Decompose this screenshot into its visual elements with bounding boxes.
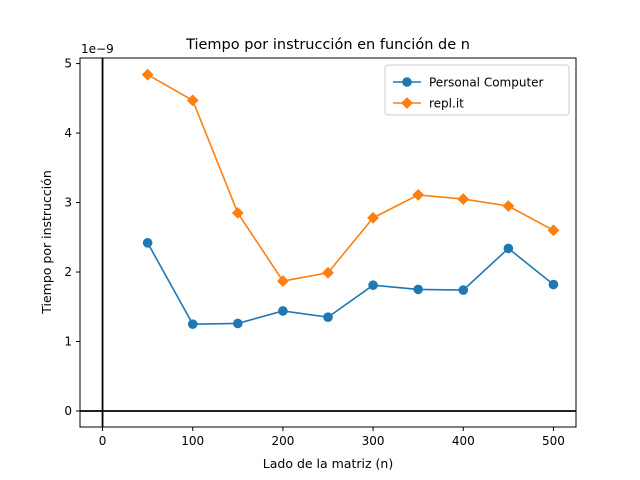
x-tick-label: 100 (181, 434, 204, 448)
data-point (547, 224, 560, 237)
legend-marker (401, 97, 413, 109)
y-tick-label: 0 (64, 404, 72, 418)
y-tick-label: 3 (64, 196, 72, 210)
y-axis-offset-label: 1e−9 (81, 42, 114, 56)
reference-lines (80, 58, 576, 427)
data-point (322, 266, 334, 279)
data-point (368, 280, 378, 291)
x-axis-ticks: 0 100 200 300 400 500 (99, 427, 565, 448)
data-point (503, 243, 514, 254)
data-point (233, 318, 243, 329)
series-1 (142, 238, 559, 329)
x-axis-label: Lado de la matriz (n) (263, 456, 393, 471)
y-axis-label: Tiempo por instrucción (39, 170, 54, 315)
series-line (147, 73, 554, 282)
data-point (412, 188, 425, 201)
data-point (187, 319, 198, 329)
data-point (231, 207, 244, 219)
x-tick-label: 0 (99, 434, 107, 448)
legend-label: repl.it (429, 97, 464, 111)
x-tick-label: 300 (362, 434, 385, 448)
legend-entry: repl.it (393, 97, 464, 111)
y-tick-label: 4 (64, 126, 72, 140)
legend-entry: Personal Computer (393, 76, 544, 90)
data-point (277, 275, 289, 287)
data-point (186, 94, 199, 107)
series-line (146, 242, 554, 325)
data-point (142, 238, 153, 248)
legend-marker (402, 77, 412, 87)
data-point (457, 193, 470, 205)
x-tick-label: 200 (271, 434, 294, 448)
data-point (548, 279, 559, 290)
x-tick-label: 500 (542, 434, 565, 448)
y-tick-label: 5 (64, 57, 72, 71)
data-point (502, 200, 515, 212)
y-tick-label: 2 (64, 265, 72, 279)
data-point (413, 284, 423, 295)
chart-title: Tiempo por instrucción en función de n (185, 37, 470, 53)
data-point (367, 211, 379, 224)
plot-frame (79, 57, 577, 428)
y-tick-label: 1 (64, 335, 72, 349)
data-point (141, 68, 154, 81)
legend-box (384, 64, 570, 116)
series-layer (141, 68, 560, 329)
x-tick-label: 400 (452, 434, 475, 448)
data-point (278, 306, 288, 316)
y-axis-ticks: 0 1 2 3 4 5 (64, 57, 80, 418)
legend-label: Personal Computer (429, 76, 544, 90)
legend: Personal Computer repl.it (384, 64, 570, 116)
series-2 (141, 68, 560, 287)
data-point (323, 312, 333, 323)
data-point (458, 285, 469, 295)
